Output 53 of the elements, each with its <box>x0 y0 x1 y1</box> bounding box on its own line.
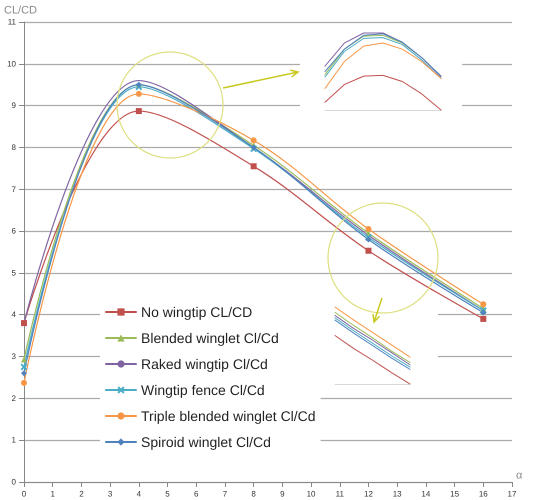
legend-label: No wingtip CL/CD <box>141 304 252 320</box>
y-tick-label: 5 <box>12 268 17 278</box>
point <box>480 316 486 322</box>
legend-label: Blended winglet Cl/Cd <box>141 330 279 346</box>
point <box>21 370 27 376</box>
x-tick-label: 10 <box>306 490 316 498</box>
y-axis-title: CL/CD <box>4 4 38 16</box>
point <box>136 108 142 114</box>
point <box>365 236 372 242</box>
y-tick-label: 3 <box>12 352 17 362</box>
y-tick-label: 0 <box>12 478 17 486</box>
x-tick-label: 9 <box>280 490 286 498</box>
point <box>20 364 28 370</box>
x-tick-label: 13 <box>392 490 402 498</box>
x-tick-label: 4 <box>136 490 142 498</box>
legend-label: Spiroid winglet Cl/Cd <box>141 434 271 450</box>
x-tick-label: 11 <box>336 490 344 498</box>
x-tick-label: 7 <box>222 490 228 498</box>
y-tick-label: 6 <box>12 226 17 236</box>
x-tick-label: 1 <box>50 490 56 498</box>
x-tick-label: 12 <box>364 490 374 498</box>
y-tick-label: 2 <box>12 394 17 403</box>
point <box>21 356 27 362</box>
point <box>250 137 257 144</box>
point <box>21 380 27 386</box>
point <box>365 226 372 232</box>
y-tick-label: 4 <box>12 310 17 320</box>
y-tick-label: 1 <box>12 436 17 445</box>
x-tick-label: 8 <box>251 490 256 498</box>
point <box>480 310 486 316</box>
x-axis-title: α <box>516 470 523 482</box>
x-tick-label: 16 <box>478 490 488 498</box>
x-tick-label: 0 <box>22 490 27 498</box>
legend-label: Raked wingtip Cl/Cd <box>141 356 268 372</box>
x-tick-label: 15 <box>450 490 460 498</box>
x-tick-label: 3 <box>108 490 113 498</box>
y-tick-label: 11 <box>8 18 17 26</box>
x-tick-label: 6 <box>194 490 200 498</box>
y-tick-label: 7 <box>12 184 17 194</box>
legend-label: Wingtip fence Cl/Cd <box>141 382 265 398</box>
point <box>480 301 486 308</box>
point <box>136 90 142 97</box>
x-tick-label: 5 <box>165 490 170 498</box>
point <box>365 248 372 254</box>
x-tick-label: 2 <box>79 490 84 498</box>
point <box>250 163 257 170</box>
x-tick-label: 14 <box>421 490 431 498</box>
x-tick-label: 17 <box>508 490 517 498</box>
point <box>21 320 27 326</box>
y-tick-label: 8 <box>12 142 17 152</box>
y-tick-label: 9 <box>12 101 17 110</box>
legend-label: Triple blended winglet Cl/Cd <box>141 408 316 424</box>
y-tick-label: 10 <box>7 59 17 68</box>
